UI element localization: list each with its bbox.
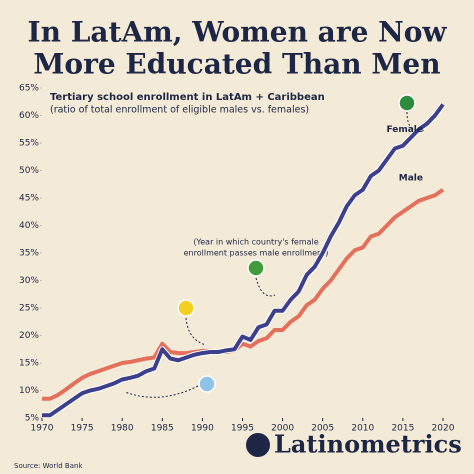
x-tick-label: 1995 (231, 424, 254, 434)
series-label: Female (386, 125, 423, 135)
y-tick-label: 25% (19, 304, 39, 314)
y-tick-label: 55% (19, 139, 39, 149)
series-label: Male (399, 173, 423, 183)
x-tick-label: 1990 (191, 424, 214, 434)
y-tick-label: 60% (19, 111, 39, 121)
x-tick-label: 1975 (71, 424, 94, 434)
x-tick-label: 2010 (351, 424, 374, 434)
y-tick-label: 10% (19, 386, 39, 396)
x-tick-label: 1970 (31, 424, 54, 434)
line (42, 103, 445, 418)
line (42, 188, 445, 401)
x-tick-label: 2000 (271, 424, 294, 434)
logo (246, 433, 270, 457)
source: Source: World Bank (14, 462, 83, 470)
subtitle: (ratio of total enrollment of eligible m… (50, 105, 309, 116)
y-tick-label: 50% (19, 166, 39, 176)
title: In LatAm, Women are Now (27, 16, 447, 49)
brand: Latinometrics (274, 430, 462, 459)
x-tick-label: 1980 (111, 424, 134, 434)
y-tick-label: 5% (25, 414, 40, 424)
x-tick-label: 2020 (432, 424, 455, 434)
y-tick-label: 15% (19, 359, 39, 369)
title: More Educated Than Men (33, 48, 440, 81)
y-tick-label: 65% (19, 84, 39, 94)
y-tick-label: 30% (19, 276, 39, 286)
annotation: enrollment passes male enrollment) (184, 249, 329, 258)
annotation: (Year in which country's female (193, 238, 318, 247)
y-tick-label: 20% (19, 331, 39, 341)
y-tick-label: 35% (19, 249, 39, 259)
x-tick-label: 2005 (311, 424, 334, 434)
flags (177, 94, 416, 393)
y-tick-label: 40% (19, 221, 39, 231)
y-tick-label: 45% (19, 194, 39, 204)
x-tick-label: 2015 (391, 424, 414, 434)
subtitle: Tertiary school enrollment in LatAm + Ca… (50, 92, 325, 103)
x-tick-label: 1985 (151, 424, 174, 434)
